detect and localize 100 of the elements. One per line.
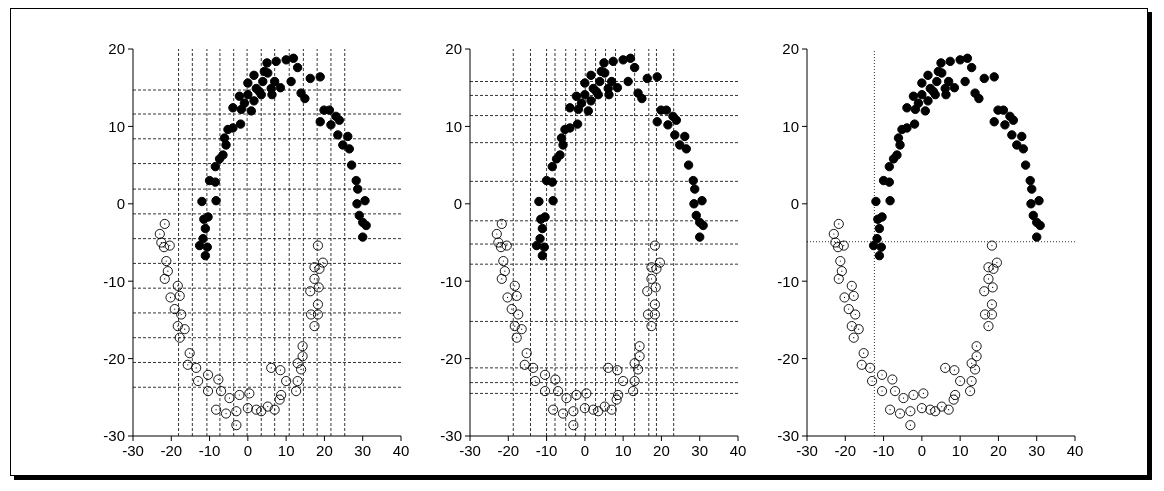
point: [832, 242, 844, 253]
point: [940, 362, 951, 373]
point: [649, 309, 660, 320]
point: [983, 262, 994, 273]
point: [493, 237, 504, 248]
x-tick-label: 30: [1028, 441, 1046, 459]
point: [983, 321, 994, 332]
point: [161, 256, 172, 267]
point: [579, 403, 590, 414]
point: [305, 286, 316, 297]
point: [650, 282, 661, 293]
point: [513, 309, 524, 320]
point: [314, 263, 325, 274]
point: [159, 218, 170, 229]
point: [642, 286, 653, 297]
point: [830, 237, 841, 248]
x-tick-label: -30: [459, 441, 481, 459]
point: [506, 304, 517, 315]
y-tick-label: 20: [108, 40, 125, 58]
point: [553, 386, 564, 397]
point: [971, 351, 982, 362]
point: [530, 376, 541, 387]
point: [158, 242, 170, 253]
y-tick-label: -10: [440, 272, 462, 290]
point: [557, 408, 569, 419]
point: [231, 406, 242, 417]
x-tick-label: -20: [497, 441, 520, 459]
point: [836, 266, 847, 277]
point: [828, 228, 839, 240]
point: [833, 273, 844, 284]
point: [838, 240, 849, 251]
point: [202, 369, 214, 380]
point: [936, 401, 947, 412]
point: [292, 358, 303, 369]
point: [918, 388, 929, 399]
point: [971, 341, 982, 352]
y-tick-label: -20: [440, 349, 462, 367]
point: [297, 341, 308, 352]
point: [276, 389, 287, 401]
point: [568, 420, 579, 431]
point: [649, 240, 660, 251]
y-tick-label: -10: [777, 272, 799, 290]
point: [234, 389, 245, 401]
point: [628, 386, 639, 397]
y-tick-label: -10: [103, 272, 125, 290]
point: [571, 389, 582, 401]
point: [848, 290, 859, 301]
x-tick-label: 40: [392, 441, 410, 459]
point: [979, 309, 991, 320]
point: [309, 273, 320, 284]
x-tick-label: 20: [990, 441, 1007, 459]
x-tick-label: -10: [872, 441, 895, 459]
point: [634, 351, 645, 362]
y-tick-label: -20: [103, 349, 125, 367]
point: [309, 262, 320, 273]
point: [548, 404, 559, 415]
point: [603, 362, 614, 373]
point: [169, 304, 180, 315]
point: [509, 280, 520, 291]
point: [606, 404, 617, 415]
point: [274, 394, 285, 405]
point: [213, 374, 224, 385]
point: [905, 420, 916, 431]
point: [242, 403, 253, 414]
y-tick-label: 20: [782, 40, 799, 58]
point: [908, 389, 919, 401]
point: [865, 362, 876, 373]
y-tick-label: 0: [790, 195, 799, 213]
point: [965, 386, 976, 397]
point: [220, 408, 232, 419]
point: [966, 376, 977, 387]
point: [191, 362, 202, 373]
point: [950, 389, 961, 401]
point: [211, 404, 222, 415]
point: [251, 404, 262, 415]
point: [618, 376, 629, 387]
point: [848, 332, 859, 343]
point: [833, 218, 844, 229]
point: [955, 376, 966, 387]
point: [646, 262, 657, 273]
point: [309, 321, 320, 332]
point: [496, 273, 507, 284]
point: [890, 386, 901, 397]
point: [312, 309, 323, 320]
point: [925, 404, 936, 415]
x-tick-label: 10: [614, 441, 632, 459]
point: [292, 376, 303, 387]
point: [561, 393, 572, 404]
point: [642, 309, 654, 320]
x-tick-label: 10: [277, 441, 295, 459]
point: [988, 263, 999, 274]
point: [162, 266, 173, 277]
point: [654, 257, 665, 268]
point: [154, 228, 165, 240]
point: [943, 404, 954, 415]
point: [991, 257, 1002, 268]
y-tick-label: -30: [440, 427, 462, 445]
point: [588, 404, 599, 415]
point: [297, 351, 308, 362]
point: [172, 321, 183, 332]
